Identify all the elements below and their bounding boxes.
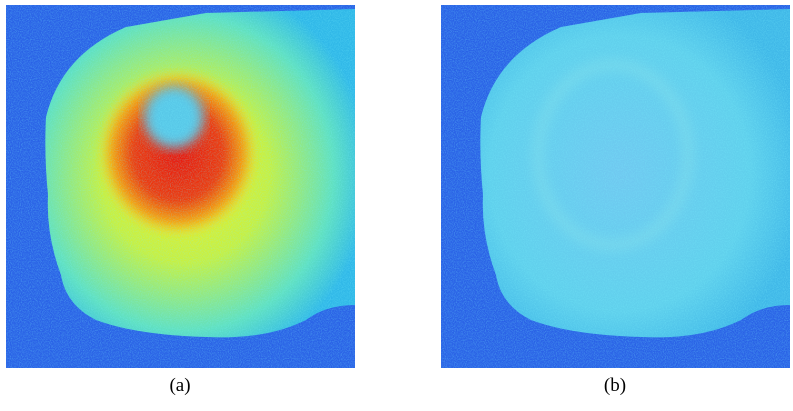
speckle-noise	[441, 5, 790, 368]
panel-a	[6, 5, 355, 368]
speckle-noise	[6, 5, 355, 368]
caption: (b)	[604, 375, 626, 396]
panel-b	[441, 5, 790, 368]
caption: (a)	[169, 375, 190, 396]
